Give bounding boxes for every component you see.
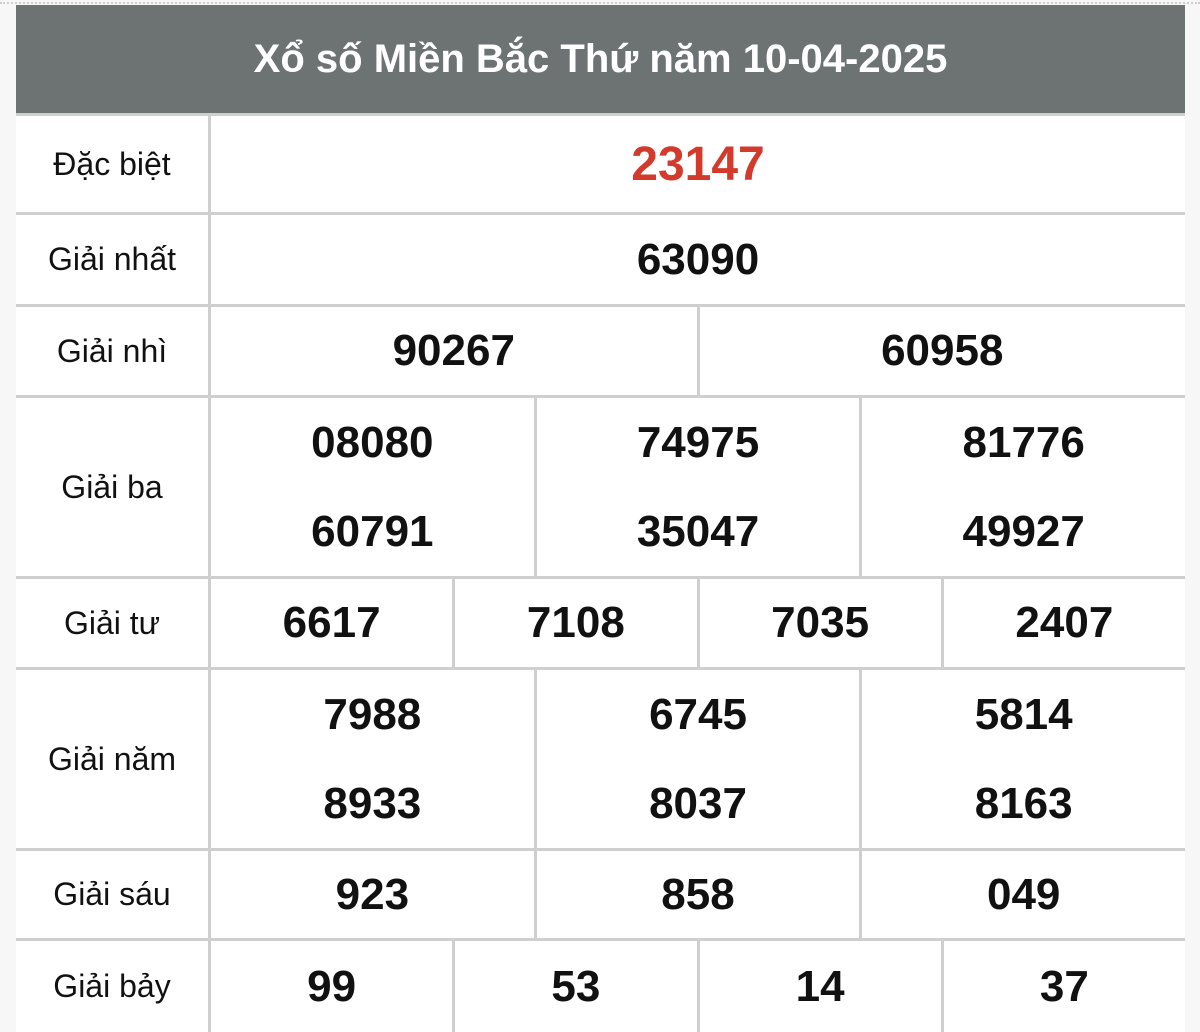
prize-number: 60791 xyxy=(311,506,434,556)
prize-label: Giải bảy xyxy=(16,941,211,1032)
results-table: Xổ số Miền Bắc Thứ năm 10-04-2025 Đặc bi… xyxy=(16,5,1185,1032)
prize-cell: 923 xyxy=(211,851,537,938)
prize-label: Đặc biệt xyxy=(16,116,211,212)
prize-values: 99 53 14 37 xyxy=(211,941,1185,1032)
prize-values: 90267 60958 xyxy=(211,307,1185,395)
prize-cell: 6745 8037 xyxy=(537,670,863,848)
prize-cell: 81776 49927 xyxy=(862,398,1185,576)
prize-row: Giải nhì 90267 60958 xyxy=(16,307,1185,398)
prize-number: 90267 xyxy=(392,326,515,375)
prize-row: Đặc biệt 23147 xyxy=(16,116,1185,215)
prize-cell: 14 xyxy=(700,941,944,1032)
prize-row: Giải sáu 923 858 049 xyxy=(16,851,1185,941)
prize-cell: 99 xyxy=(211,941,456,1032)
prize-cell: 858 xyxy=(537,851,863,938)
prize-cell: 63090 xyxy=(211,215,1185,304)
prize-number: 7988 xyxy=(323,689,422,739)
prize-cell: 53 xyxy=(455,941,700,1032)
prize-number: 14 xyxy=(795,961,845,1011)
prize-number: 74975 xyxy=(636,417,760,467)
prize-number: 08080 xyxy=(311,417,434,467)
prize-number: 7108 xyxy=(526,598,625,647)
top-divider xyxy=(0,2,1200,4)
prize-number: 2407 xyxy=(1015,598,1114,647)
prize-cell: 08080 60791 xyxy=(211,398,537,576)
prize-values: 23147 xyxy=(211,116,1185,212)
prize-values: 923 858 049 xyxy=(211,851,1185,938)
prize-number: 8933 xyxy=(323,778,422,828)
prize-values: 6617 7108 7035 2407 xyxy=(211,579,1185,667)
prize-label: Giải nhì xyxy=(16,307,211,395)
prize-cell: 60958 xyxy=(700,307,1186,395)
prize-cell: 6617 xyxy=(211,579,456,667)
prize-number: 858 xyxy=(661,869,735,919)
prize-number: 6617 xyxy=(282,598,381,647)
prize-rows: Đặc biệt 23147 Giải nhất 63090 Giải nhì 90267… xyxy=(16,116,1185,1032)
prize-label: Giải sáu xyxy=(16,851,211,938)
prize-row: Giải năm 7988 8933 6745 8037 5814 8163 xyxy=(16,670,1185,851)
special-prize-number: 23147 xyxy=(631,137,765,191)
prize-label: Giải ba xyxy=(16,398,211,576)
prize-number: 35047 xyxy=(636,506,760,556)
prize-row: Giải bảy 99 53 14 37 xyxy=(16,941,1185,1032)
prize-number: 8163 xyxy=(974,778,1073,828)
prize-cell: 7988 8933 xyxy=(211,670,537,848)
prize-number: 8037 xyxy=(649,778,747,828)
prize-number: 049 xyxy=(986,869,1061,919)
prize-values: 63090 xyxy=(211,215,1185,304)
prize-number: 60958 xyxy=(881,326,1004,375)
prize-number: 81776 xyxy=(962,417,1085,467)
page-title: Xổ số Miền Bắc Thứ năm 10-04-2025 xyxy=(16,5,1185,116)
prize-cell: 74975 35047 xyxy=(537,398,863,576)
prize-number: 5814 xyxy=(974,689,1073,739)
prize-cell: 2407 xyxy=(944,579,1185,667)
prize-number: 6745 xyxy=(649,689,747,739)
prize-cell: 37 xyxy=(944,941,1185,1032)
prize-number: 99 xyxy=(307,961,357,1011)
prize-cell: 90267 xyxy=(211,307,700,395)
prize-cell: 23147 xyxy=(211,116,1185,212)
prize-cell: 7035 xyxy=(700,579,944,667)
prize-label: Giải năm xyxy=(16,670,211,848)
prize-number: 7035 xyxy=(771,598,870,647)
prize-number: 53 xyxy=(551,961,601,1011)
prize-number: 37 xyxy=(1039,961,1089,1011)
prize-number: 923 xyxy=(335,869,410,919)
prize-cell: 5814 8163 xyxy=(862,670,1185,848)
prize-values: 08080 60791 74975 35047 81776 49927 xyxy=(211,398,1185,576)
prize-cell: 7108 xyxy=(455,579,700,667)
prize-values: 7988 8933 6745 8037 5814 8163 xyxy=(211,670,1185,848)
prize-number: 63090 xyxy=(636,234,760,284)
prize-cell: 049 xyxy=(862,851,1185,938)
prize-label: Giải tư xyxy=(16,579,211,667)
prize-label: Giải nhất xyxy=(16,215,211,304)
prize-row: Giải ba 08080 60791 74975 35047 81776 49927 xyxy=(16,398,1185,579)
prize-row: Giải tư 6617 7108 7035 2407 xyxy=(16,579,1185,670)
prize-number: 49927 xyxy=(962,506,1085,556)
prize-row: Giải nhất 63090 xyxy=(16,215,1185,307)
